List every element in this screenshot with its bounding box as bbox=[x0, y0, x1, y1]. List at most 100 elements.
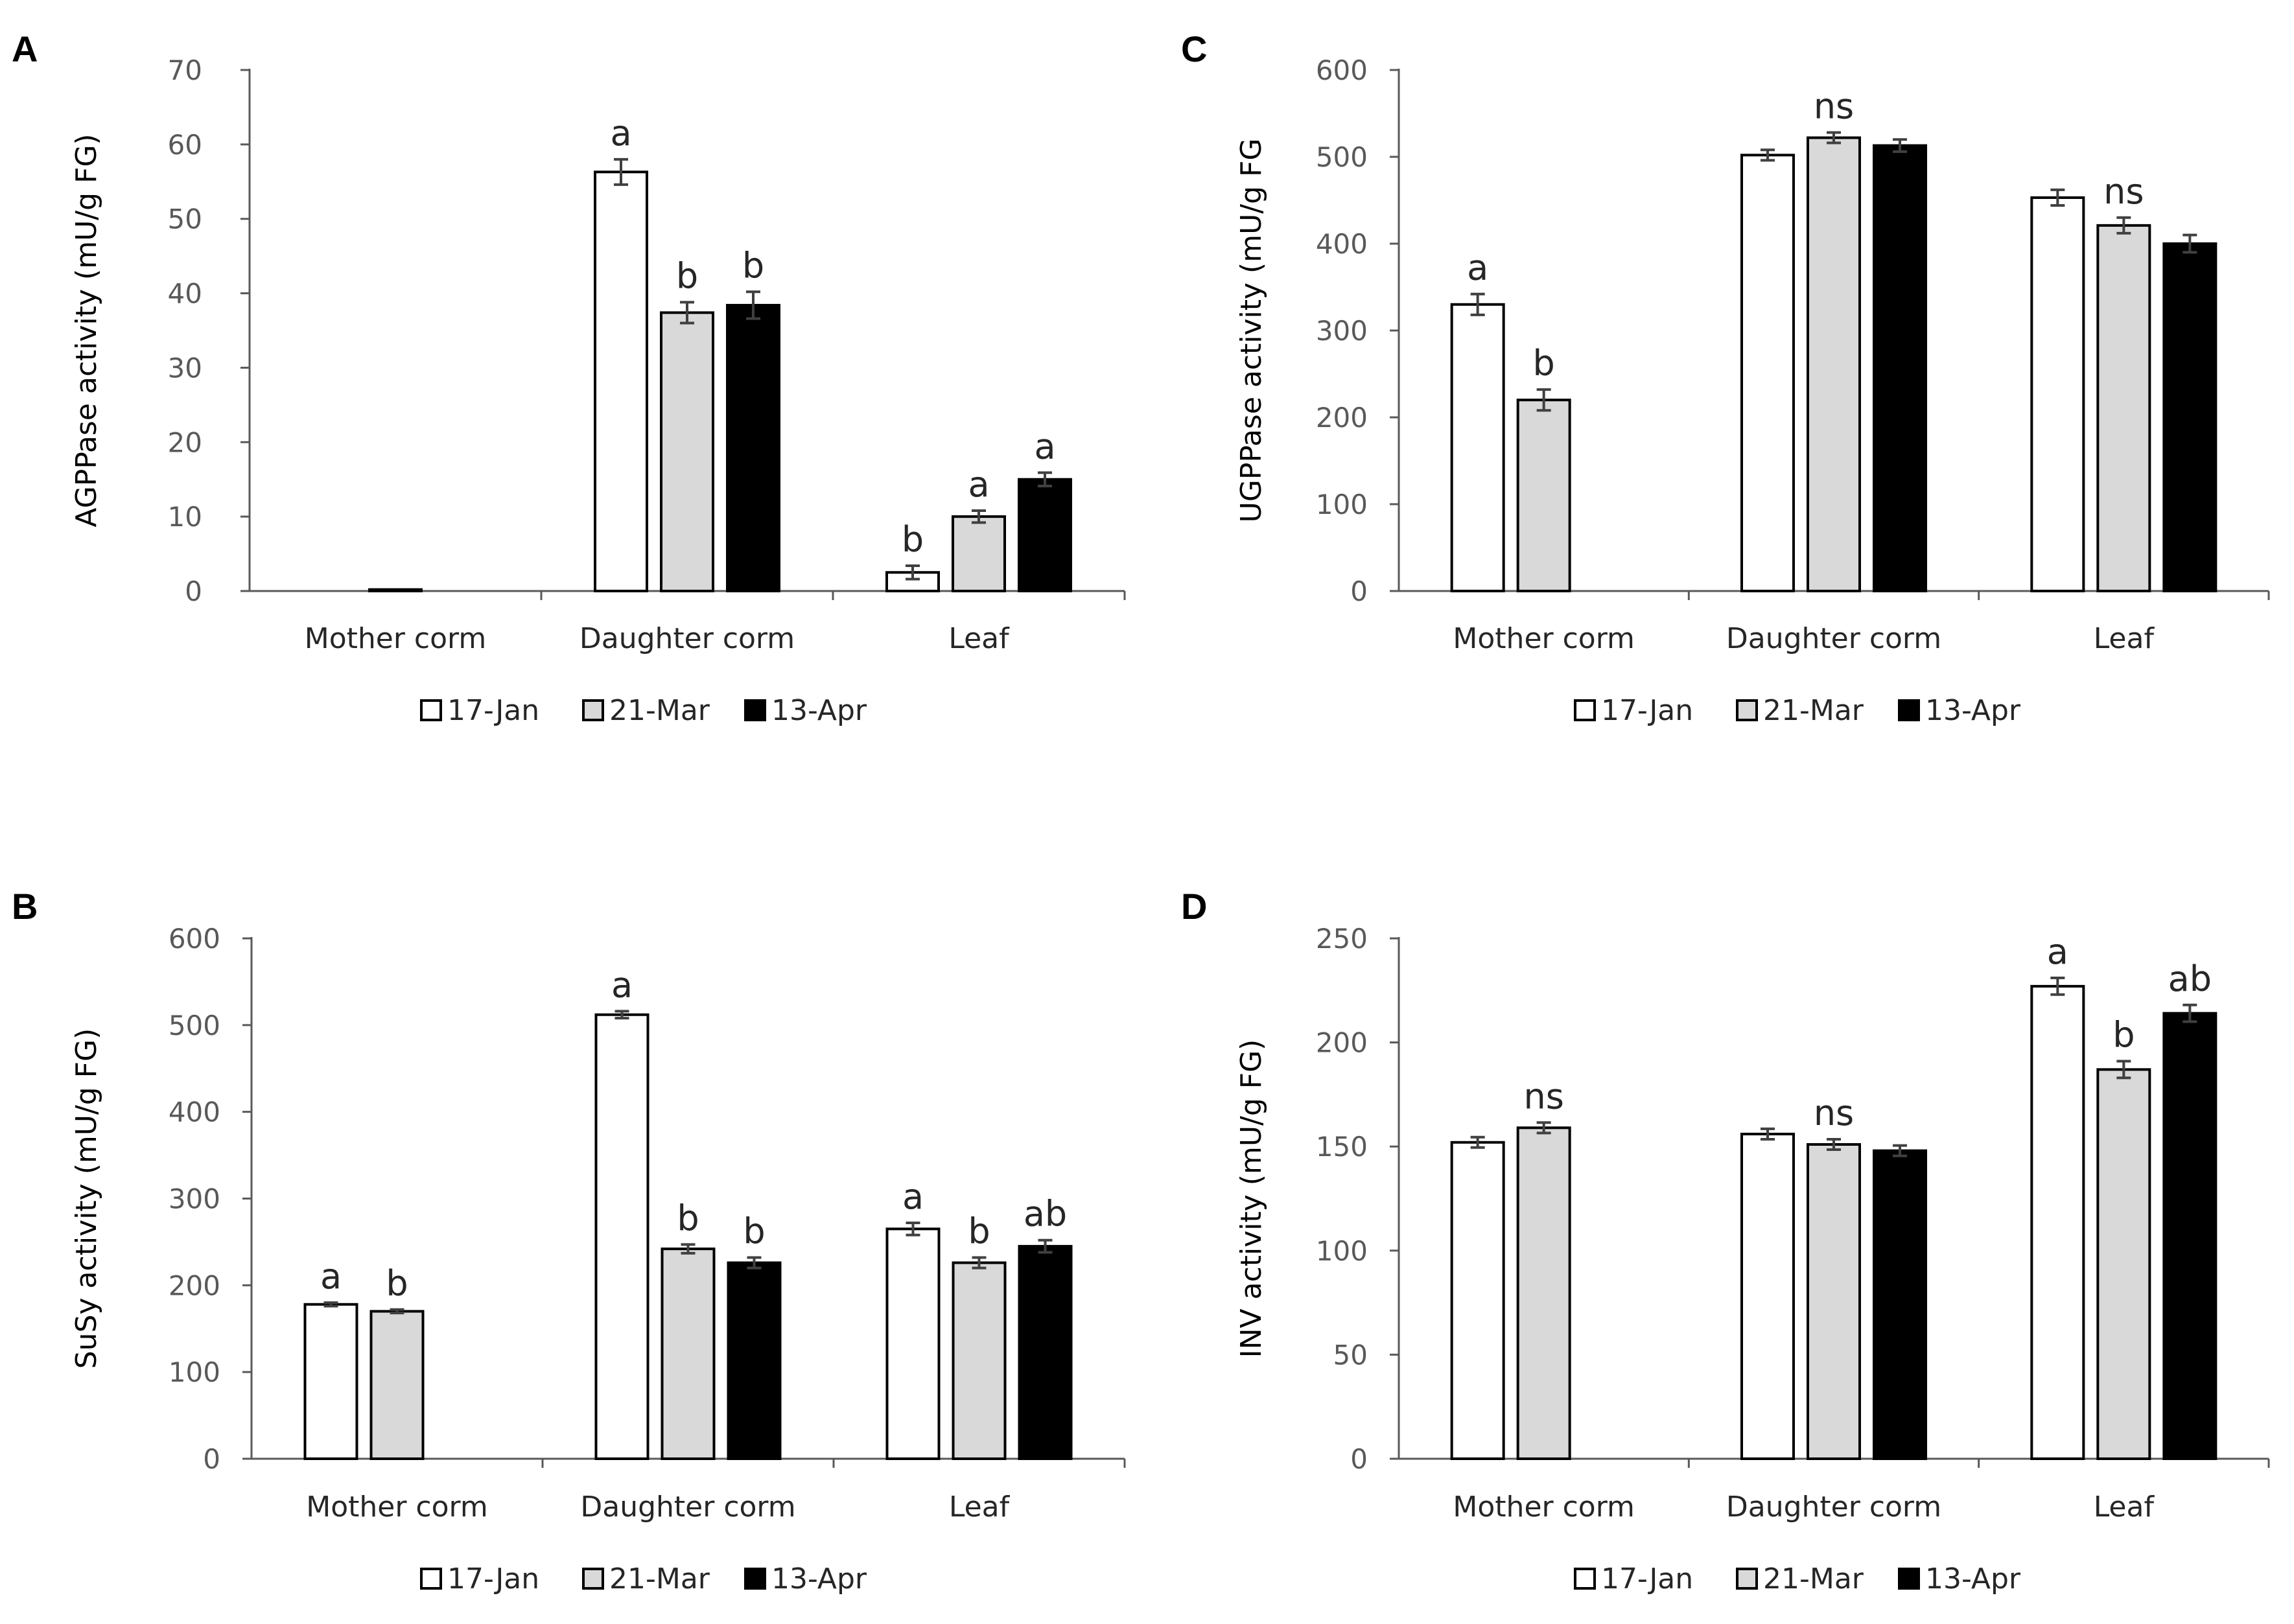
y-tick-label: 50 bbox=[168, 203, 202, 235]
y-tick-label: 200 bbox=[1316, 1027, 1368, 1059]
legend-swatch bbox=[582, 699, 604, 721]
legend-label: 13-Apr bbox=[771, 694, 867, 727]
bar bbox=[1450, 303, 1505, 592]
bar bbox=[2162, 242, 2218, 592]
y-tick-label: 70 bbox=[168, 54, 202, 86]
significance-label: a bbox=[2047, 931, 2068, 972]
y-tick-label: 500 bbox=[169, 1010, 220, 1041]
legend-swatch bbox=[1574, 1568, 1596, 1590]
legend-label: 17-Jan bbox=[447, 694, 539, 727]
category-label: Leaf bbox=[948, 622, 1010, 655]
bar bbox=[2030, 984, 2085, 1460]
y-tick-label: 0 bbox=[203, 1443, 220, 1475]
y-tick-label: 500 bbox=[1316, 141, 1368, 173]
category-label: Daughter corm bbox=[580, 1491, 795, 1524]
panel-letter: C bbox=[1181, 29, 1207, 69]
significance-label: b bbox=[2113, 1015, 2135, 1056]
bar bbox=[1516, 399, 1571, 592]
panel-a: A AGPPase activity (mU/g FG) 0 10 20 30 40 50 60… bbox=[12, 29, 1126, 727]
bar bbox=[368, 588, 423, 593]
legend-label: 21-Mar bbox=[1763, 1562, 1864, 1595]
significance-label: ns bbox=[1523, 1076, 1563, 1117]
significance-label: ab bbox=[1024, 1194, 1067, 1235]
bar bbox=[1018, 1245, 1073, 1460]
bar bbox=[1873, 144, 1927, 592]
y-axis-label: SuSy activity (mU/g FG) bbox=[70, 1028, 103, 1369]
category-label: Leaf bbox=[949, 1491, 1011, 1524]
y-tick-label: 100 bbox=[169, 1356, 220, 1388]
significance-label: a bbox=[1034, 426, 1055, 467]
significance-label: ab bbox=[2168, 958, 2212, 999]
legend-swatch bbox=[1574, 699, 1596, 721]
y-tick-label: 100 bbox=[1316, 489, 1368, 520]
category-label: Daughter corm bbox=[579, 622, 795, 655]
y-tick-label: 10 bbox=[168, 501, 202, 533]
category-label: Mother corm bbox=[1453, 622, 1634, 655]
significance-label: a bbox=[1467, 248, 1488, 288]
y-tick-label: 200 bbox=[1316, 402, 1368, 434]
panel-d: D INV activity (mU/g FG) 0 50 100 150 200 250 Mo… bbox=[1181, 886, 2270, 1595]
significance-label: b bbox=[676, 255, 698, 296]
legend-swatch bbox=[1898, 1568, 1920, 1590]
legend-label: 21-Mar bbox=[609, 694, 710, 727]
legend-label: 13-Apr bbox=[1925, 1562, 2021, 1595]
bar bbox=[594, 1013, 650, 1460]
y-tick-label: 200 bbox=[169, 1270, 220, 1301]
significance-label: ns bbox=[1814, 1093, 1854, 1133]
bar bbox=[1807, 1143, 1861, 1461]
bar bbox=[1740, 1132, 1795, 1460]
y-tick-label: 50 bbox=[1333, 1339, 1368, 1371]
y-tick-label: 600 bbox=[169, 923, 220, 955]
y-tick-label: 40 bbox=[168, 278, 202, 310]
legend-swatch bbox=[1736, 699, 1758, 721]
significance-label: a bbox=[968, 464, 989, 505]
legend-label: 21-Mar bbox=[609, 1562, 710, 1595]
legend-swatch bbox=[744, 1568, 766, 1590]
legend-label: 21-Mar bbox=[1763, 694, 1864, 727]
bar bbox=[885, 1227, 941, 1460]
category-label: Leaf bbox=[2094, 1491, 2155, 1524]
panel-c: C UGPPase activity (mU/g FG 0 100 200 300 400 5… bbox=[1181, 29, 2270, 727]
bar bbox=[2030, 196, 2085, 593]
y-tick-label: 300 bbox=[1316, 315, 1368, 347]
legend-label: 13-Apr bbox=[771, 1562, 867, 1595]
y-axis-label: UGPPase activity (mU/g FG bbox=[1235, 139, 1268, 523]
panel-letter: D bbox=[1181, 886, 1207, 927]
legend-swatch bbox=[420, 1568, 442, 1590]
bar bbox=[2162, 1012, 2218, 1460]
legend-swatch bbox=[420, 699, 442, 721]
bar bbox=[661, 1247, 716, 1460]
category-label: Daughter corm bbox=[1726, 1491, 1941, 1524]
legend-label: 17-Jan bbox=[1601, 694, 1693, 727]
y-tick-label: 600 bbox=[1316, 54, 1368, 86]
significance-label: b bbox=[742, 245, 764, 286]
panel-letter: B bbox=[12, 886, 38, 927]
bar bbox=[594, 170, 648, 592]
bar bbox=[369, 1310, 425, 1460]
bar bbox=[952, 515, 1006, 593]
significance-label: a bbox=[902, 1176, 924, 1217]
bar bbox=[1450, 1141, 1505, 1460]
significance-label: b bbox=[677, 1198, 699, 1238]
y-tick-label: 100 bbox=[1316, 1235, 1368, 1267]
y-tick-label: 60 bbox=[168, 129, 202, 161]
category-label: Daughter corm bbox=[1726, 622, 1941, 655]
legend-swatch bbox=[582, 1568, 604, 1590]
bar bbox=[2096, 224, 2151, 592]
significance-label: b bbox=[1533, 343, 1555, 384]
y-tick-label: 30 bbox=[168, 352, 202, 384]
legend-label: 17-Jan bbox=[447, 1562, 539, 1595]
legend-swatch bbox=[1736, 1568, 1758, 1590]
y-axis-label: AGPPase activity (mU/g FG) bbox=[70, 133, 103, 527]
bar bbox=[1018, 478, 1072, 593]
significance-label: ns bbox=[1814, 86, 1854, 126]
significance-label: b bbox=[743, 1211, 765, 1252]
significance-label: b bbox=[968, 1211, 990, 1252]
bar bbox=[1516, 1126, 1571, 1460]
bar bbox=[727, 1261, 782, 1460]
y-tick-label: 0 bbox=[1350, 1443, 1368, 1475]
y-tick-label: 0 bbox=[185, 575, 202, 607]
bar bbox=[1740, 154, 1795, 592]
bar bbox=[952, 1261, 1007, 1460]
bar bbox=[1873, 1149, 1927, 1461]
